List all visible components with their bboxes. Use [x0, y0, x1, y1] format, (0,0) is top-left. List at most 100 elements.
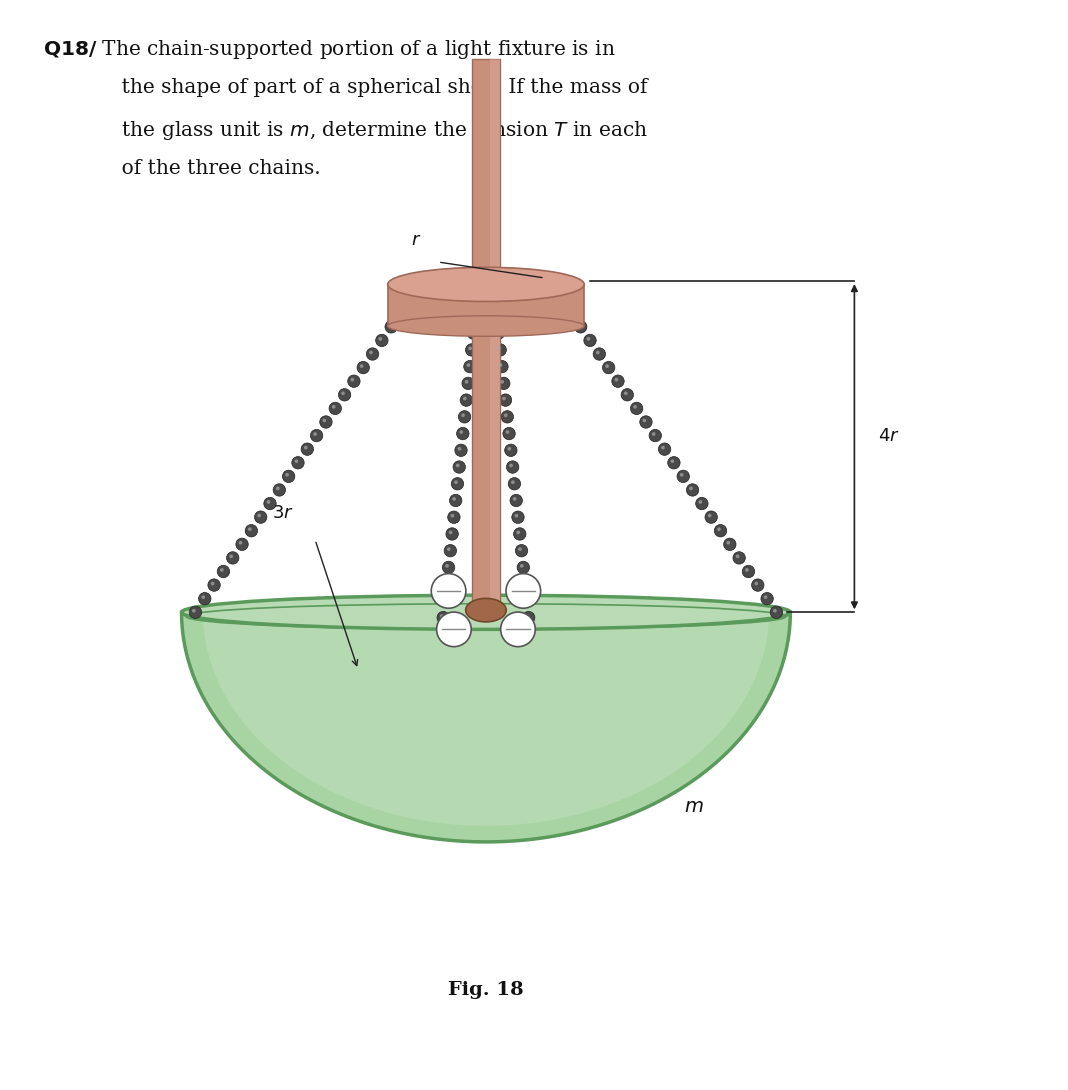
Circle shape: [192, 609, 195, 613]
Circle shape: [273, 484, 285, 496]
Circle shape: [301, 443, 314, 456]
Circle shape: [208, 579, 220, 591]
Circle shape: [733, 552, 745, 565]
Circle shape: [454, 481, 458, 484]
Circle shape: [490, 311, 503, 323]
Circle shape: [501, 613, 535, 646]
Circle shape: [311, 429, 323, 441]
Circle shape: [220, 568, 223, 572]
Circle shape: [714, 524, 726, 537]
Polygon shape: [388, 284, 584, 326]
Circle shape: [513, 497, 517, 500]
Circle shape: [440, 615, 443, 618]
Circle shape: [522, 611, 535, 623]
Circle shape: [449, 531, 453, 534]
Circle shape: [519, 578, 531, 591]
Circle shape: [437, 611, 450, 623]
Circle shape: [452, 497, 456, 500]
Circle shape: [523, 597, 528, 602]
Circle shape: [467, 363, 470, 367]
Circle shape: [745, 568, 749, 572]
Circle shape: [446, 547, 451, 552]
Circle shape: [521, 581, 525, 584]
Circle shape: [689, 486, 693, 490]
Circle shape: [264, 497, 277, 510]
Circle shape: [202, 595, 205, 600]
Circle shape: [370, 351, 373, 354]
Circle shape: [586, 337, 591, 341]
Text: $\mathbf{Q18/}$ The chain-supported portion of a light fixture is in: $\mathbf{Q18/}$ The chain-supported port…: [43, 38, 615, 61]
Circle shape: [366, 348, 379, 360]
Circle shape: [520, 564, 523, 568]
Circle shape: [606, 364, 609, 368]
Circle shape: [752, 579, 764, 591]
Circle shape: [506, 573, 540, 608]
Circle shape: [508, 477, 520, 490]
Circle shape: [518, 547, 522, 552]
Circle shape: [217, 566, 230, 578]
Circle shape: [453, 461, 466, 473]
Circle shape: [441, 597, 445, 602]
Circle shape: [494, 343, 506, 356]
Circle shape: [695, 497, 708, 510]
Circle shape: [512, 511, 524, 523]
Circle shape: [360, 364, 363, 368]
Circle shape: [460, 393, 472, 407]
Circle shape: [459, 431, 464, 434]
Circle shape: [630, 402, 643, 414]
Circle shape: [341, 391, 345, 395]
Circle shape: [565, 307, 578, 319]
Ellipse shape: [466, 598, 506, 622]
Circle shape: [668, 457, 680, 469]
Circle shape: [705, 511, 718, 523]
Circle shape: [319, 415, 332, 428]
Circle shape: [431, 573, 466, 608]
Circle shape: [687, 484, 698, 496]
Circle shape: [640, 415, 653, 428]
Circle shape: [388, 324, 392, 327]
Circle shape: [661, 446, 665, 449]
Circle shape: [503, 427, 515, 439]
Circle shape: [726, 541, 731, 545]
Circle shape: [469, 311, 482, 323]
Circle shape: [596, 351, 599, 354]
Circle shape: [446, 528, 458, 541]
Circle shape: [525, 615, 529, 618]
Circle shape: [773, 609, 776, 613]
Circle shape: [614, 378, 618, 381]
Polygon shape: [472, 59, 500, 609]
Circle shape: [451, 513, 454, 518]
Circle shape: [736, 555, 739, 558]
Ellipse shape: [182, 595, 790, 629]
Circle shape: [439, 595, 451, 607]
Circle shape: [742, 566, 755, 578]
Circle shape: [633, 405, 637, 409]
Circle shape: [452, 477, 464, 490]
Circle shape: [498, 377, 509, 389]
Ellipse shape: [388, 267, 584, 302]
Text: of the three chains.: of the three chains.: [77, 159, 320, 179]
Circle shape: [717, 528, 721, 531]
Circle shape: [671, 459, 674, 463]
Circle shape: [458, 411, 471, 423]
Circle shape: [724, 538, 736, 550]
Circle shape: [584, 335, 596, 347]
Circle shape: [444, 545, 456, 557]
Circle shape: [764, 595, 768, 600]
Circle shape: [505, 444, 517, 457]
Circle shape: [442, 561, 455, 573]
Circle shape: [511, 494, 522, 507]
Circle shape: [677, 470, 690, 483]
Circle shape: [466, 343, 477, 356]
Circle shape: [470, 330, 474, 334]
Circle shape: [511, 481, 515, 484]
Circle shape: [521, 595, 533, 607]
Circle shape: [199, 593, 211, 605]
Circle shape: [504, 413, 507, 417]
Circle shape: [468, 347, 472, 350]
Circle shape: [500, 393, 512, 407]
Circle shape: [517, 561, 530, 573]
Text: $r$: $r$: [411, 231, 422, 250]
Circle shape: [649, 429, 661, 441]
Circle shape: [643, 419, 646, 422]
